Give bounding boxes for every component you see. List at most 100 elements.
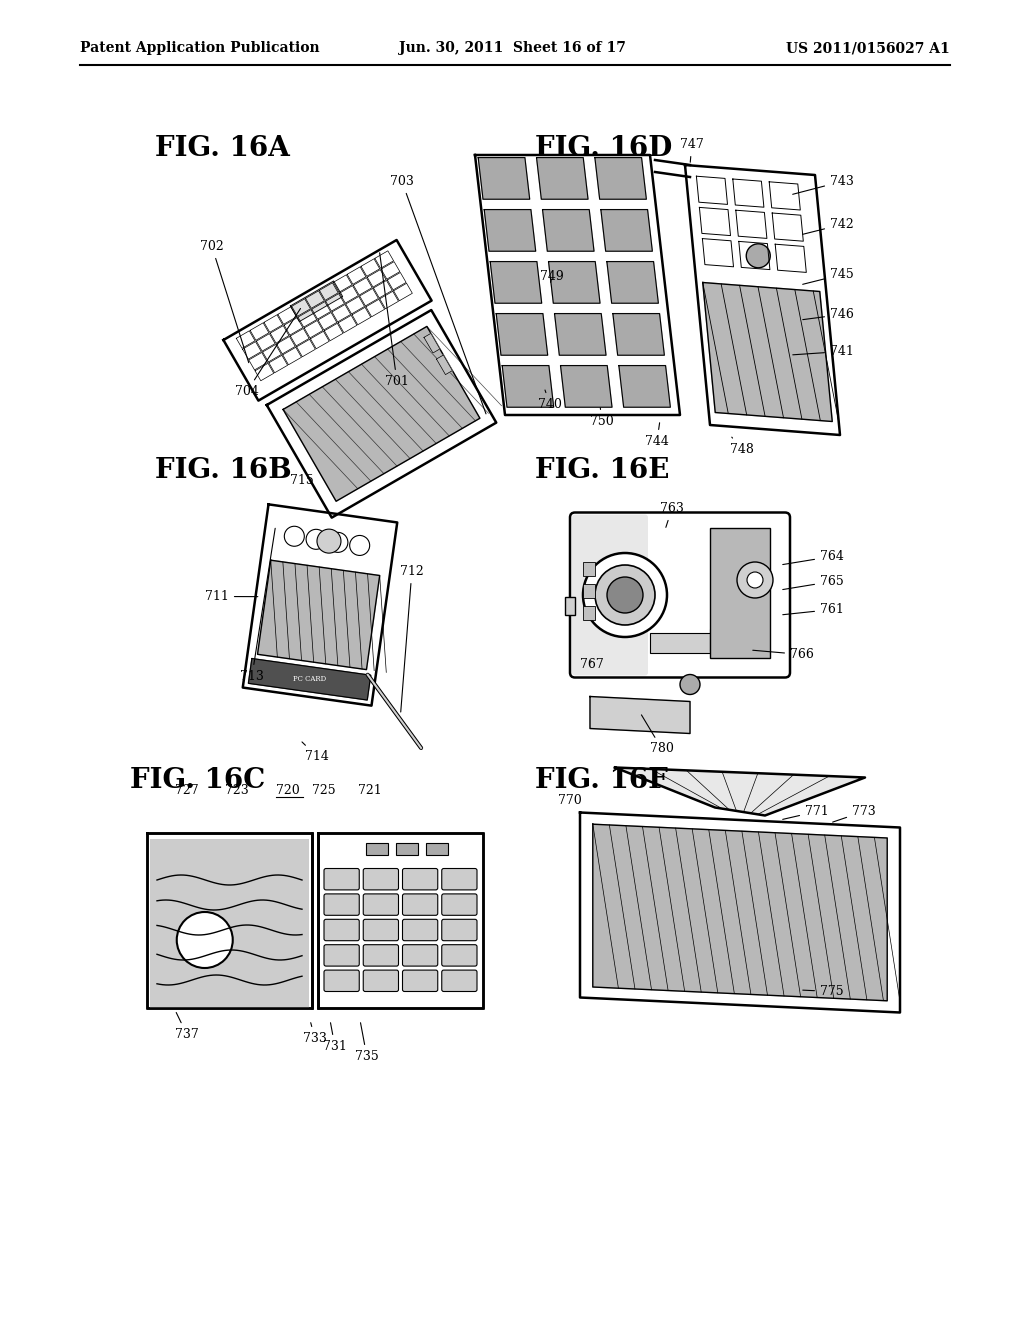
Polygon shape [223,240,431,401]
FancyBboxPatch shape [364,970,398,991]
Text: 746: 746 [803,308,854,321]
FancyBboxPatch shape [324,919,359,941]
Polygon shape [613,314,665,355]
FancyBboxPatch shape [570,512,790,677]
Text: 775: 775 [803,985,844,998]
Polygon shape [298,310,316,327]
Text: Jun. 30, 2011  Sheet 16 of 17: Jun. 30, 2011 Sheet 16 of 17 [398,41,626,55]
Polygon shape [387,272,407,290]
Text: 766: 766 [753,648,814,661]
Text: 748: 748 [730,437,754,455]
Polygon shape [283,347,301,364]
Polygon shape [264,315,283,333]
Polygon shape [736,210,767,239]
Polygon shape [249,659,371,700]
Bar [318,833,483,1007]
Polygon shape [502,366,554,407]
Polygon shape [318,313,337,330]
Text: 725: 725 [312,784,336,796]
Text: FIG. 16E: FIG. 16E [535,457,670,483]
Polygon shape [702,239,733,267]
Polygon shape [257,560,380,669]
Polygon shape [775,244,806,272]
Bar [395,842,418,854]
Circle shape [746,572,763,587]
Polygon shape [278,306,297,325]
Polygon shape [319,282,338,300]
Circle shape [285,527,304,546]
Polygon shape [325,323,343,341]
Polygon shape [338,315,357,333]
FancyBboxPatch shape [402,970,437,991]
Bar [710,628,755,651]
Circle shape [680,675,700,694]
Text: 742: 742 [803,218,854,235]
Text: 765: 765 [782,576,844,590]
Bar [565,597,575,615]
Polygon shape [326,293,344,312]
Text: 714: 714 [302,742,329,763]
Text: US 2011/0156027 A1: US 2011/0156027 A1 [786,41,950,55]
Polygon shape [352,308,371,325]
FancyBboxPatch shape [441,945,477,966]
Circle shape [746,244,770,268]
Polygon shape [359,289,379,306]
FancyBboxPatch shape [402,945,437,966]
Text: 740: 740 [538,389,562,411]
Circle shape [177,912,232,968]
Polygon shape [270,326,289,343]
Circle shape [317,529,341,553]
Polygon shape [537,157,588,199]
Polygon shape [256,334,275,351]
Text: 737: 737 [175,1012,199,1041]
Polygon shape [543,210,594,251]
Text: 703: 703 [390,176,486,414]
Polygon shape [424,334,440,352]
Polygon shape [475,154,680,414]
Polygon shape [297,339,315,356]
Polygon shape [595,157,646,199]
Polygon shape [375,251,393,268]
Polygon shape [769,182,801,210]
Polygon shape [696,176,727,205]
Text: 763: 763 [660,502,684,528]
Polygon shape [555,314,606,355]
Text: 780: 780 [641,715,674,755]
Polygon shape [366,300,385,317]
Polygon shape [615,767,865,816]
Circle shape [737,562,773,598]
Text: 764: 764 [782,550,844,565]
Polygon shape [368,269,386,288]
Polygon shape [284,318,303,335]
FancyBboxPatch shape [402,869,437,890]
Polygon shape [250,323,269,341]
Polygon shape [333,275,352,292]
Polygon shape [346,297,365,314]
Circle shape [607,577,643,612]
Polygon shape [361,259,380,276]
FancyBboxPatch shape [441,970,477,991]
Text: 711: 711 [205,590,258,603]
Polygon shape [276,337,295,354]
Text: FIG. 16A: FIG. 16A [155,135,290,161]
Polygon shape [478,157,529,199]
FancyBboxPatch shape [364,945,398,966]
Circle shape [328,532,348,552]
Bar [583,562,595,576]
Polygon shape [255,363,273,380]
Polygon shape [283,326,480,502]
Text: 771: 771 [782,805,828,820]
Polygon shape [310,331,329,348]
Text: 721: 721 [358,784,382,796]
Bar [426,842,447,854]
Polygon shape [436,355,453,375]
Polygon shape [380,292,398,309]
Text: 770: 770 [558,793,582,807]
Text: 731: 731 [323,1023,347,1053]
Polygon shape [607,261,658,304]
Text: 715: 715 [290,474,313,487]
Polygon shape [549,261,600,304]
FancyBboxPatch shape [402,919,437,941]
Polygon shape [305,290,325,309]
Text: 704: 704 [234,309,300,399]
